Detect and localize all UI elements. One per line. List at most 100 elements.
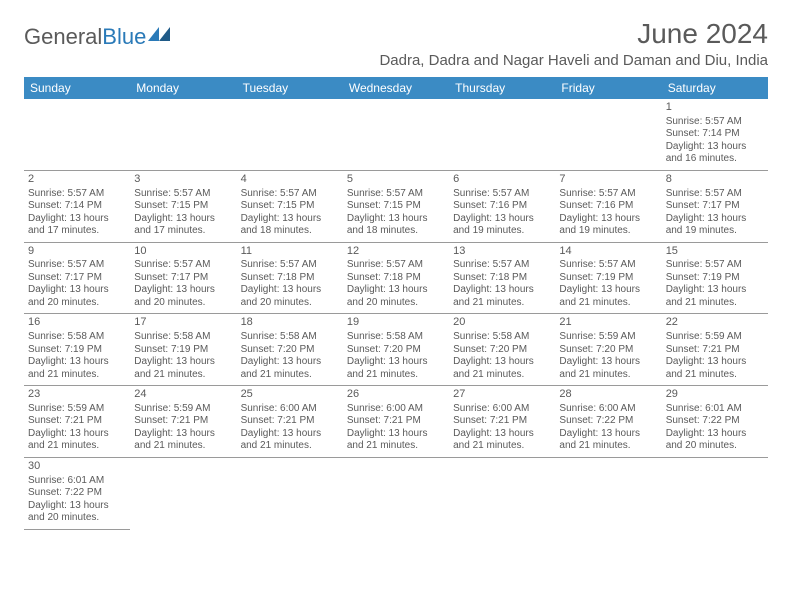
calendar-day: 12Sunrise: 5:57 AMSunset: 7:18 PMDayligh… [343, 242, 449, 314]
calendar-day: 8Sunrise: 5:57 AMSunset: 7:17 PMDaylight… [662, 170, 768, 242]
sunset-line: Sunset: 7:18 PM [241, 272, 339, 285]
sunset-line: Sunset: 7:20 PM [347, 344, 445, 357]
sunset-line: Sunset: 7:17 PM [666, 200, 764, 213]
calendar-day: 29Sunrise: 6:01 AMSunset: 7:22 PMDayligh… [662, 386, 768, 458]
day-number: 6 [453, 173, 551, 187]
day-number: 15 [666, 245, 764, 259]
daylight-line: Daylight: 13 hours and 21 minutes. [241, 428, 339, 453]
calendar-day: 4Sunrise: 5:57 AMSunset: 7:15 PMDaylight… [237, 170, 343, 242]
day-number: 4 [241, 173, 339, 187]
weekday-header: Wednesday [343, 77, 449, 99]
sunset-line: Sunset: 7:19 PM [134, 344, 232, 357]
daylight-line: Daylight: 13 hours and 20 minutes. [666, 428, 764, 453]
sunset-line: Sunset: 7:15 PM [241, 200, 339, 213]
daylight-line: Daylight: 13 hours and 21 minutes. [666, 284, 764, 309]
calendar-day: 22Sunrise: 5:59 AMSunset: 7:21 PMDayligh… [662, 314, 768, 386]
logo-flag-icon [148, 27, 170, 41]
weekday-header: Thursday [449, 77, 555, 99]
calendar-day: 10Sunrise: 5:57 AMSunset: 7:17 PMDayligh… [130, 242, 236, 314]
daylight-line: Daylight: 13 hours and 21 minutes. [241, 356, 339, 381]
sunset-line: Sunset: 7:21 PM [28, 415, 126, 428]
calendar-day: 3Sunrise: 5:57 AMSunset: 7:15 PMDaylight… [130, 170, 236, 242]
sunrise-line: Sunrise: 5:57 AM [134, 259, 232, 272]
day-number: 7 [559, 173, 657, 187]
calendar-day: 13Sunrise: 5:57 AMSunset: 7:18 PMDayligh… [449, 242, 555, 314]
sunrise-line: Sunrise: 5:58 AM [134, 331, 232, 344]
calendar-day: 15Sunrise: 5:57 AMSunset: 7:19 PMDayligh… [662, 242, 768, 314]
sunrise-line: Sunrise: 5:58 AM [453, 331, 551, 344]
location-subtitle: Dadra, Dadra and Nagar Haveli and Daman … [379, 52, 768, 69]
sunrise-line: Sunrise: 5:57 AM [559, 259, 657, 272]
weekday-header: Saturday [662, 77, 768, 99]
calendar-day: 5Sunrise: 5:57 AMSunset: 7:15 PMDaylight… [343, 170, 449, 242]
sunset-line: Sunset: 7:18 PM [453, 272, 551, 285]
sunrise-line: Sunrise: 5:59 AM [666, 331, 764, 344]
daylight-line: Daylight: 13 hours and 20 minutes. [241, 284, 339, 309]
day-number: 17 [134, 316, 232, 330]
day-number: 27 [453, 388, 551, 402]
sunrise-line: Sunrise: 5:57 AM [666, 116, 764, 129]
calendar-day: 24Sunrise: 5:59 AMSunset: 7:21 PMDayligh… [130, 386, 236, 458]
sunset-line: Sunset: 7:22 PM [666, 415, 764, 428]
sunrise-line: Sunrise: 5:58 AM [241, 331, 339, 344]
sunrise-line: Sunrise: 6:00 AM [559, 403, 657, 416]
sunset-line: Sunset: 7:21 PM [134, 415, 232, 428]
sunrise-line: Sunrise: 6:00 AM [453, 403, 551, 416]
sunset-line: Sunset: 7:22 PM [559, 415, 657, 428]
daylight-line: Daylight: 13 hours and 21 minutes. [559, 356, 657, 381]
day-number: 22 [666, 316, 764, 330]
calendar-day: 19Sunrise: 5:58 AMSunset: 7:20 PMDayligh… [343, 314, 449, 386]
calendar-day: 2Sunrise: 5:57 AMSunset: 7:14 PMDaylight… [24, 170, 130, 242]
sunset-line: Sunset: 7:22 PM [28, 487, 126, 500]
day-number: 8 [666, 173, 764, 187]
calendar-day: 17Sunrise: 5:58 AMSunset: 7:19 PMDayligh… [130, 314, 236, 386]
weekday-header: Tuesday [237, 77, 343, 99]
day-number: 13 [453, 245, 551, 259]
calendar-day: 30Sunrise: 6:01 AMSunset: 7:22 PMDayligh… [24, 457, 130, 529]
sunrise-line: Sunrise: 5:57 AM [559, 188, 657, 201]
calendar-day: 28Sunrise: 6:00 AMSunset: 7:22 PMDayligh… [555, 386, 661, 458]
sunset-line: Sunset: 7:19 PM [666, 272, 764, 285]
sunrise-line: Sunrise: 5:59 AM [559, 331, 657, 344]
day-number: 3 [134, 173, 232, 187]
logo-text-blue: Blue [102, 24, 146, 50]
sunrise-line: Sunrise: 5:58 AM [28, 331, 126, 344]
daylight-line: Daylight: 13 hours and 18 minutes. [347, 213, 445, 238]
day-number: 21 [559, 316, 657, 330]
daylight-line: Daylight: 13 hours and 17 minutes. [28, 213, 126, 238]
day-number: 12 [347, 245, 445, 259]
sunrise-line: Sunrise: 5:57 AM [134, 188, 232, 201]
daylight-line: Daylight: 13 hours and 21 minutes. [453, 428, 551, 453]
day-number: 11 [241, 245, 339, 259]
calendar-day: 16Sunrise: 5:58 AMSunset: 7:19 PMDayligh… [24, 314, 130, 386]
calendar-day: 14Sunrise: 5:57 AMSunset: 7:19 PMDayligh… [555, 242, 661, 314]
daylight-line: Daylight: 13 hours and 16 minutes. [666, 141, 764, 166]
sunset-line: Sunset: 7:16 PM [453, 200, 551, 213]
sunrise-line: Sunrise: 5:57 AM [28, 188, 126, 201]
day-number: 20 [453, 316, 551, 330]
day-number: 19 [347, 316, 445, 330]
sunset-line: Sunset: 7:20 PM [241, 344, 339, 357]
daylight-line: Daylight: 13 hours and 19 minutes. [453, 213, 551, 238]
sunrise-line: Sunrise: 5:57 AM [241, 259, 339, 272]
sunrise-line: Sunrise: 6:00 AM [347, 403, 445, 416]
sunset-line: Sunset: 7:20 PM [453, 344, 551, 357]
sunset-line: Sunset: 7:14 PM [28, 200, 126, 213]
header: GeneralBlue June 2024 Dadra, Dadra and N… [24, 18, 768, 69]
daylight-line: Daylight: 13 hours and 21 minutes. [559, 428, 657, 453]
sunrise-line: Sunrise: 5:57 AM [666, 188, 764, 201]
calendar-day: 6Sunrise: 5:57 AMSunset: 7:16 PMDaylight… [449, 170, 555, 242]
day-number: 16 [28, 316, 126, 330]
daylight-line: Daylight: 13 hours and 20 minutes. [134, 284, 232, 309]
daylight-line: Daylight: 13 hours and 20 minutes. [28, 500, 126, 525]
day-number: 10 [134, 245, 232, 259]
daylight-line: Daylight: 13 hours and 20 minutes. [347, 284, 445, 309]
sunrise-line: Sunrise: 6:01 AM [666, 403, 764, 416]
day-number: 18 [241, 316, 339, 330]
logo-text-gray: General [24, 24, 102, 50]
day-number: 29 [666, 388, 764, 402]
weekday-header: Monday [130, 77, 236, 99]
calendar-day: 7Sunrise: 5:57 AMSunset: 7:16 PMDaylight… [555, 170, 661, 242]
daylight-line: Daylight: 13 hours and 21 minutes. [347, 428, 445, 453]
day-number: 26 [347, 388, 445, 402]
